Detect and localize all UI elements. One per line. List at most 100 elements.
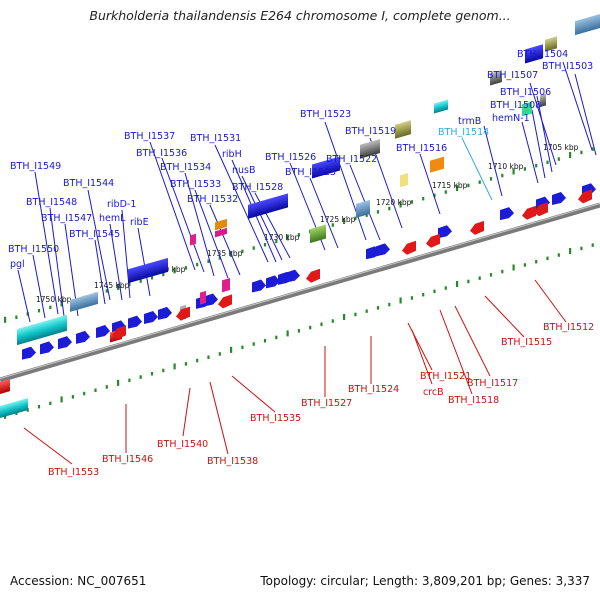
gene-label[interactable]: BTH_I1504 bbox=[517, 49, 568, 60]
forward-gene-arrow[interactable] bbox=[144, 311, 158, 324]
gene-label[interactable]: BTH_I1523 bbox=[300, 109, 351, 120]
reverse-gene-arrows[interactable] bbox=[112, 189, 592, 340]
reverse-gene-arrow[interactable] bbox=[402, 240, 416, 255]
gene-label[interactable]: trmB bbox=[458, 116, 481, 127]
gene-block[interactable] bbox=[215, 227, 227, 238]
gene-block[interactable] bbox=[70, 291, 98, 312]
forward-gene-arrow[interactable] bbox=[266, 275, 280, 289]
gene-block[interactable] bbox=[400, 173, 408, 188]
gene-label[interactable]: BTH_I1531 bbox=[190, 133, 241, 144]
gene-label[interactable]: BTH_I1503 bbox=[542, 61, 593, 72]
forward-gene-arrow[interactable] bbox=[252, 279, 266, 293]
reverse-gene-arrow[interactable] bbox=[426, 233, 440, 248]
gene-label[interactable]: BTH_I1548 bbox=[26, 197, 77, 208]
gene-label[interactable]: BTH_I1532 bbox=[187, 194, 238, 205]
gene-label[interactable]: BTH_I1517 bbox=[467, 378, 518, 389]
gene-label[interactable]: BTH_I1526 bbox=[265, 152, 316, 163]
gene-label[interactable]: ribE bbox=[130, 217, 149, 228]
gene-label[interactable]: BTH_I1540 bbox=[157, 439, 208, 450]
gene-label[interactable]: hemN-1 bbox=[492, 113, 530, 124]
gene-block[interactable] bbox=[522, 101, 532, 117]
reverse-gene-arrow[interactable] bbox=[218, 294, 232, 309]
gene-label[interactable]: BTH_I1507 bbox=[487, 70, 538, 81]
gene-label[interactable]: BTH_I1515 bbox=[501, 337, 552, 348]
forward-gene-arrow[interactable] bbox=[96, 325, 110, 338]
gene-block[interactable] bbox=[312, 156, 340, 179]
gene-label[interactable]: BTH_I1519 bbox=[345, 126, 396, 137]
gene-block[interactable] bbox=[430, 156, 444, 173]
gene-block[interactable] bbox=[356, 199, 370, 218]
gene-block[interactable] bbox=[0, 397, 28, 418]
gene-label[interactable]: ribH bbox=[222, 149, 242, 160]
gene-label[interactable]: BTH_I1537 bbox=[124, 131, 175, 142]
forward-gene-arrow[interactable] bbox=[40, 341, 54, 355]
gene-block[interactable] bbox=[360, 139, 380, 159]
forward-gene-arrow[interactable] bbox=[128, 315, 142, 329]
gene-label[interactable]: BTH_I1516 bbox=[396, 143, 447, 154]
forward-gene-arrow[interactable] bbox=[22, 346, 36, 360]
reverse-gene-arrow[interactable] bbox=[306, 268, 320, 283]
gene-block[interactable] bbox=[190, 233, 196, 246]
gene-label[interactable]: BTH_I1506 bbox=[500, 87, 551, 98]
gene-block[interactable] bbox=[434, 99, 448, 114]
gene-label[interactable]: BTH_I1524 bbox=[348, 384, 399, 395]
gene-label[interactable]: BTH_I1518 bbox=[448, 395, 499, 406]
gene-label[interactable]: ribD-1 bbox=[107, 199, 136, 210]
gene-block[interactable] bbox=[395, 120, 411, 139]
gene-block[interactable] bbox=[200, 290, 206, 305]
gene-label[interactable]: crcB bbox=[423, 387, 444, 398]
gene-label[interactable]: BTH_I1525 bbox=[285, 167, 336, 178]
gene-block[interactable] bbox=[0, 379, 10, 394]
gene-label[interactable]: BTH_I1521 bbox=[420, 371, 471, 382]
gene-label[interactable]: BTH_I1512 bbox=[543, 322, 594, 333]
gene-block[interactable] bbox=[575, 13, 600, 36]
gene-label[interactable]: BTH_I1534 bbox=[160, 162, 211, 173]
gene-label[interactable]: BTH_I1527 bbox=[301, 398, 352, 409]
gene-label[interactable]: BTH_I1514 bbox=[438, 127, 489, 138]
gene-block[interactable] bbox=[215, 218, 227, 231]
gene-block[interactable] bbox=[222, 278, 230, 293]
gene-label[interactable]: BTH_I1536 bbox=[136, 148, 187, 159]
reverse-gene-arrow[interactable] bbox=[534, 202, 548, 217]
forward-gene-arrow[interactable] bbox=[158, 306, 172, 320]
gene-label[interactable]: BTH_I1545 bbox=[69, 229, 120, 240]
gene-label[interactable]: BTH_I1522 bbox=[326, 154, 377, 165]
reverse-gene-arrow[interactable] bbox=[176, 306, 190, 321]
gene-label[interactable]: BTH_I1538 bbox=[207, 456, 258, 467]
forward-gene-arrow[interactable] bbox=[76, 330, 90, 344]
gene-label[interactable]: BTH_I1528 bbox=[232, 182, 283, 193]
gene-block[interactable] bbox=[310, 224, 326, 244]
forward-gene-arrow[interactable] bbox=[58, 336, 72, 350]
gene-block[interactable] bbox=[17, 314, 67, 346]
reverse-gene-arrow[interactable] bbox=[578, 189, 592, 204]
gene-label[interactable]: nusB bbox=[232, 165, 256, 176]
forward-gene-arrow[interactable] bbox=[204, 293, 218, 307]
forward-gene-arrow[interactable] bbox=[500, 207, 514, 221]
forward-gene-arrow[interactable] bbox=[112, 320, 126, 334]
reverse-gene-arrow[interactable] bbox=[112, 325, 126, 340]
gene-label[interactable]: BTH_I1533 bbox=[170, 179, 221, 190]
gene-label[interactable]: hemL bbox=[99, 213, 126, 224]
forward-gene-arrow[interactable] bbox=[376, 243, 390, 257]
gene-label[interactable]: BTH_I1550 bbox=[8, 244, 59, 255]
gene-label[interactable]: BTH_I1508 bbox=[490, 100, 541, 111]
reverse-gene-arrow[interactable] bbox=[522, 205, 536, 220]
gene-label[interactable]: BTH_I1546 bbox=[102, 454, 153, 465]
gene-block[interactable] bbox=[128, 257, 168, 284]
gene-label[interactable]: BTH_I1535 bbox=[250, 413, 301, 424]
gene-block[interactable] bbox=[545, 36, 557, 52]
gene-label[interactable]: BTH_I1553 bbox=[48, 467, 99, 478]
gene-block[interactable] bbox=[540, 93, 546, 108]
gene-block[interactable] bbox=[525, 44, 543, 64]
forward-genes[interactable] bbox=[17, 13, 600, 346]
forward-gene-arrow[interactable] bbox=[552, 192, 566, 205]
gene-label[interactable]: BTH_I1547 bbox=[41, 213, 92, 224]
gene-label[interactable]: pgl bbox=[10, 259, 25, 270]
forward-gene-arrow[interactable] bbox=[438, 225, 452, 239]
gene-label[interactable]: BTH_I1544 bbox=[63, 178, 114, 189]
gene-block[interactable] bbox=[248, 193, 288, 219]
gene-block[interactable] bbox=[490, 70, 502, 86]
forward-gene-arrow[interactable] bbox=[286, 269, 300, 283]
gene-label[interactable]: BTH_I1549 bbox=[10, 161, 61, 172]
